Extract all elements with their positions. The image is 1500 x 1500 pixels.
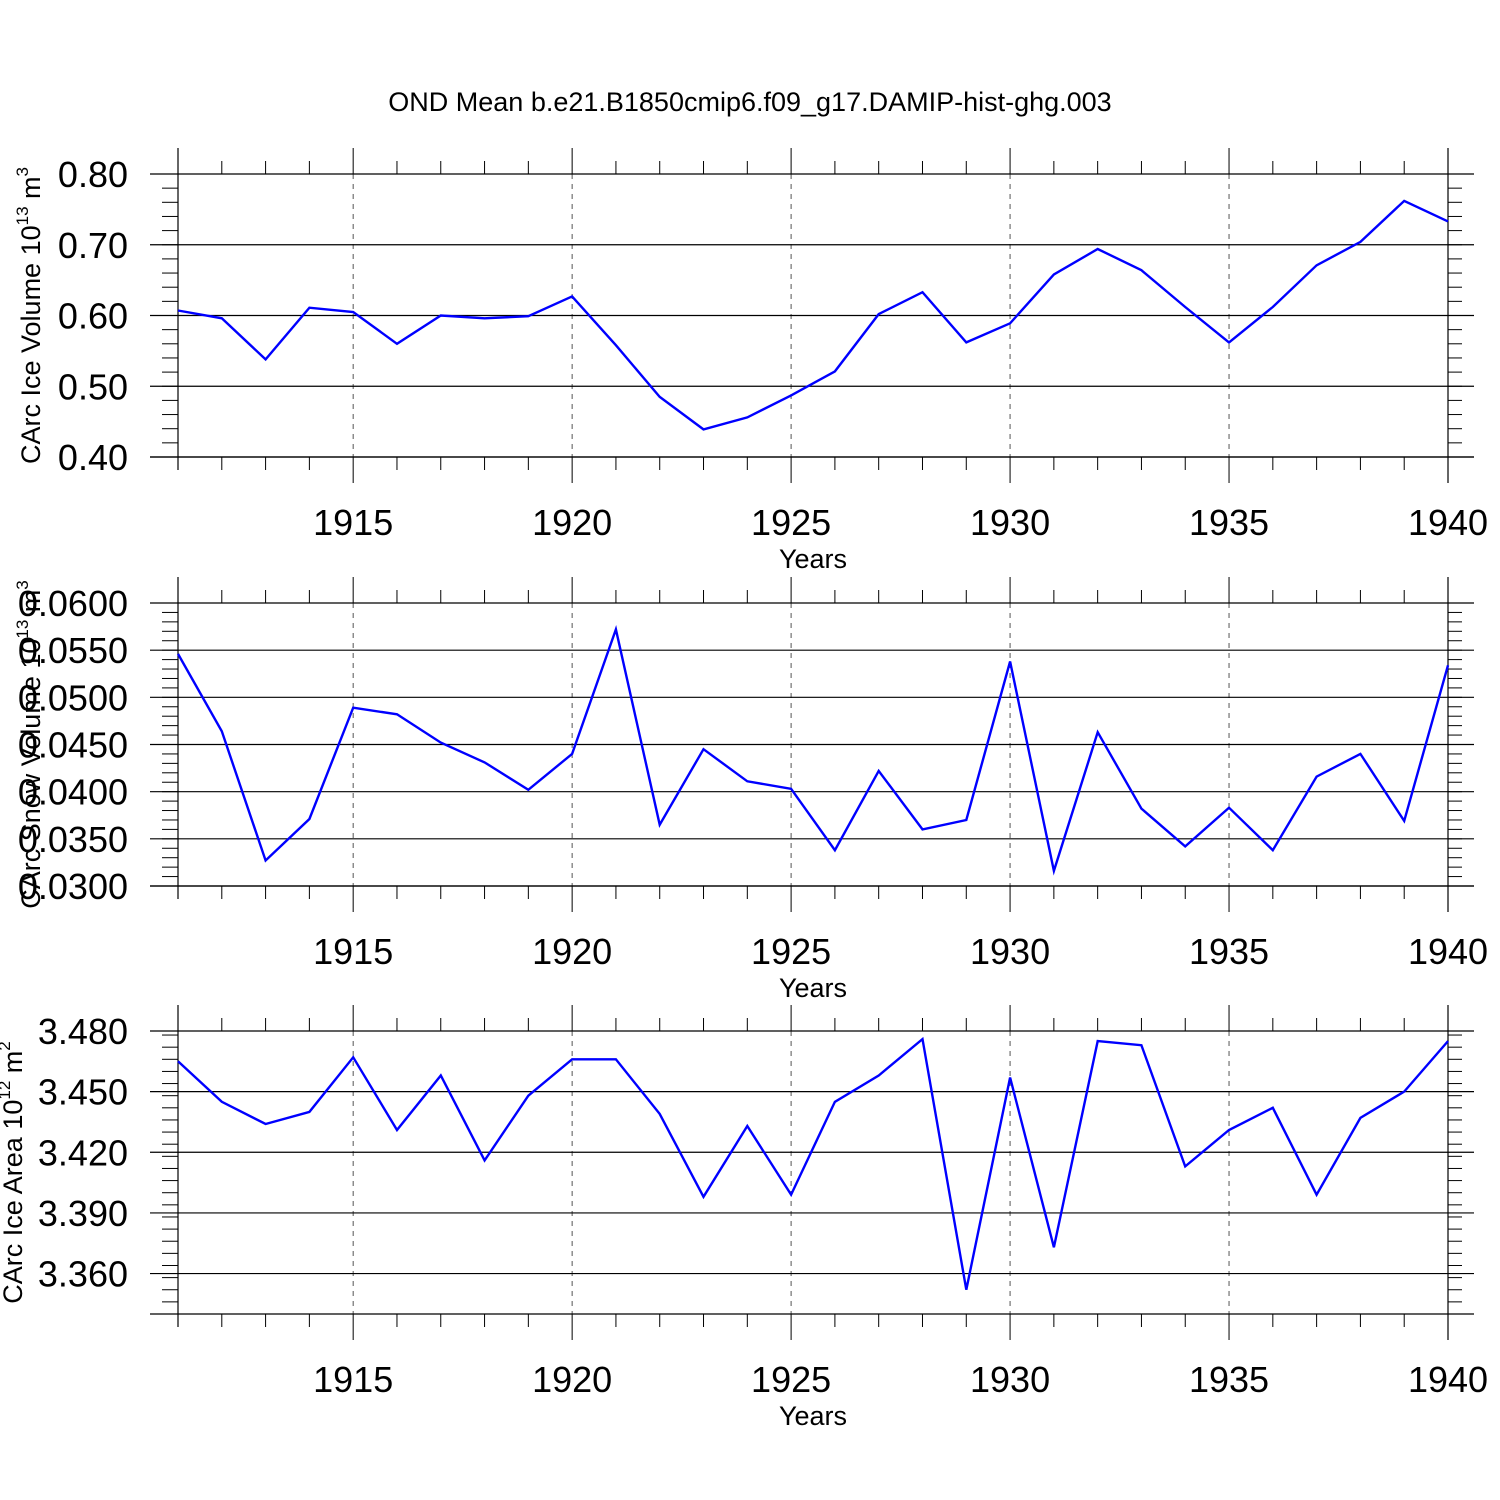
x-tick-label: 1915 bbox=[313, 931, 393, 972]
x-tick-label: 1930 bbox=[970, 1359, 1050, 1400]
figure-title: OND Mean b.e21.B1850cmip6.f09_g17.DAMIP-… bbox=[388, 87, 1111, 117]
y-axis-title: CArc Snow Volume 1013 m3 bbox=[13, 580, 46, 909]
chart-panel-3: 3.360 3.390 3.420 3.450 3.480 1915 1920 1925 193… bbox=[0, 1005, 1488, 1431]
y-tick-label: 0.40 bbox=[58, 437, 128, 478]
y-tick-label: 3.360 bbox=[38, 1254, 128, 1295]
y-tick-label: 0.0550 bbox=[18, 630, 128, 671]
x-tick-label: 1940 bbox=[1408, 1359, 1488, 1400]
x-tick-label: 1920 bbox=[532, 1359, 612, 1400]
y-tick-label: 0.0400 bbox=[18, 772, 128, 813]
x-tick-label: 1925 bbox=[751, 931, 831, 972]
y-tick-label: 0.0500 bbox=[18, 677, 128, 718]
x-tick-label: 1940 bbox=[1408, 931, 1488, 972]
y-tick-label: 3.390 bbox=[38, 1193, 128, 1234]
y-tick-label: 0.80 bbox=[58, 154, 128, 195]
y-tick-label: 3.450 bbox=[38, 1072, 128, 1113]
chart-panel-2: 0.0300 0.0350 0.0400 0.0450 0.0500 0.0550 0.06… bbox=[13, 577, 1488, 1003]
x-axis-title: Years bbox=[779, 973, 847, 1003]
y-tick-label: 3.480 bbox=[38, 1011, 128, 1052]
y-tick-label: 0.60 bbox=[58, 296, 128, 337]
x-tick-label: 1915 bbox=[313, 1359, 393, 1400]
x-tick-label: 1935 bbox=[1189, 931, 1269, 972]
series-line bbox=[176, 625, 1450, 876]
x-axis-title: Years bbox=[779, 544, 847, 574]
x-tick-label: 1930 bbox=[970, 502, 1050, 543]
y-axis-title: CArc Ice Area 1012 m2 bbox=[0, 1041, 28, 1304]
chart-panel-1: 0.40 0.50 0.60 0.70 0.80 1915 1920 1925 1930 1935… bbox=[13, 148, 1488, 574]
x-axis-title: Years bbox=[779, 1401, 847, 1431]
series-line bbox=[177, 1036, 1449, 1290]
x-tick-label: 1935 bbox=[1189, 502, 1269, 543]
x-tick-label: 1920 bbox=[532, 502, 612, 543]
x-tick-label: 1930 bbox=[970, 931, 1050, 972]
x-tick-label: 1935 bbox=[1189, 1359, 1269, 1400]
y-tick-label: 0.50 bbox=[58, 366, 128, 407]
x-tick-label: 1925 bbox=[751, 502, 831, 543]
y-tick-label: 0.70 bbox=[58, 225, 128, 266]
x-tick-label: 1915 bbox=[313, 502, 393, 543]
y-tick-label: 0.0350 bbox=[18, 819, 128, 860]
x-tick-label: 1920 bbox=[532, 931, 612, 972]
y-tick-label: 0.0600 bbox=[18, 583, 128, 624]
series-line bbox=[177, 199, 1449, 431]
y-tick-label: 0.0450 bbox=[18, 725, 128, 766]
y-tick-label: 3.420 bbox=[38, 1132, 128, 1173]
x-tick-label: 1940 bbox=[1408, 502, 1488, 543]
y-axis-title: CArc Ice Volume 1013 m3 bbox=[13, 167, 46, 464]
y-tick-label: 0.0300 bbox=[18, 866, 128, 907]
x-tick-label: 1925 bbox=[751, 1359, 831, 1400]
